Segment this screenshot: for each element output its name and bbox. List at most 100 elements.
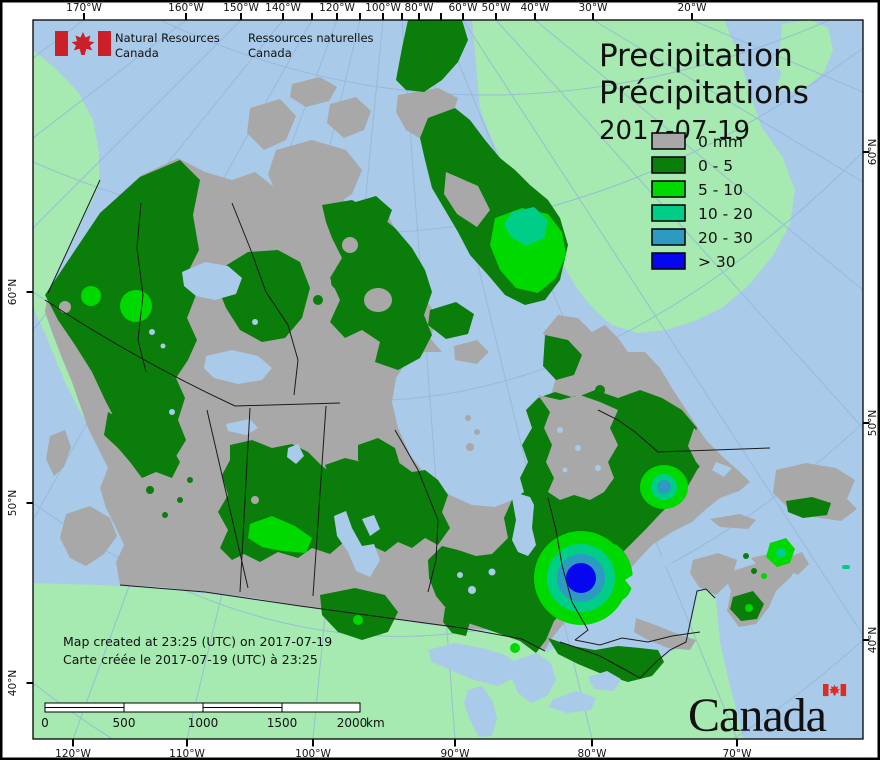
wordmark-flag-icon [823, 684, 847, 697]
canada-wordmark: Canada [688, 684, 847, 742]
axis-label-left: 60°N [7, 279, 19, 305]
st-lawrence-river [625, 530, 714, 590]
border-60n [44, 299, 341, 407]
scale-0: 0 [41, 716, 49, 730]
axis-label-top: 30°W [579, 2, 609, 14]
precip-heavy-layer [81, 207, 850, 653]
james-bay [512, 494, 536, 556]
footer-note: Map created at 23:25 (UTC) on 2017-07-19… [63, 634, 332, 667]
legend: 0 mm 0 - 5 5 - 10 10 - 20 20 - 30 > 30 [651, 132, 753, 271]
victoria-island [268, 140, 362, 214]
alaska-border [47, 179, 101, 294]
legend-label-gt30: > 30 [698, 253, 736, 271]
created-note-fr: Carte créée le 2017-07-19 (UTC) à 23:25 [63, 652, 318, 667]
axis-label-left: 50°N [7, 490, 19, 516]
st-lawrence-border [574, 631, 701, 646]
legend-swatch-gt30 [651, 252, 686, 270]
haida-gwaii [46, 430, 71, 476]
yukon-nwt-border [136, 202, 147, 373]
axis-label-bottom: 70°W [723, 748, 753, 760]
axis-label-bottom: 90°W [441, 748, 471, 760]
wordmark-text: Canada [688, 689, 827, 742]
axis-label-top: 150°W [223, 2, 259, 14]
axis-label-bottom: 110°W [169, 748, 205, 760]
axis-label-top: 120°W [319, 2, 355, 14]
legend-label-0mm: 0 mm [698, 133, 743, 151]
legend-row: 10 - 20 [651, 204, 753, 223]
header: Natural Resources Canada Ressources natu… [55, 31, 374, 60]
dept-name-en-1: Natural Resources [115, 31, 220, 45]
lake-superior [428, 643, 518, 686]
axis-label-left: 40°N [7, 670, 19, 696]
great-bear-lake [182, 262, 242, 300]
reindeer-lake [287, 444, 304, 464]
axis-label-top: 50°W [482, 2, 512, 14]
scale-1000: 1000 [188, 716, 219, 730]
scale-2000: 2000 [337, 716, 368, 730]
axis-label-bottom: 120°W [55, 748, 91, 760]
map-title-en: Precipitation [599, 38, 793, 74]
axis-label-top: 20°W [678, 2, 708, 14]
legend-row: 0 - 5 [651, 156, 733, 175]
legend-label-0-5: 0 - 5 [698, 157, 733, 175]
great-slave-lake [204, 350, 272, 384]
legend-label-10-20: 10 - 20 [698, 205, 753, 223]
axis-label-top: 40°W [521, 2, 551, 14]
axis-label-top: 140°W [265, 2, 301, 14]
lake-winnipeg [334, 511, 380, 577]
axis-label-top: 100°W [365, 2, 401, 14]
lake-huron [511, 653, 556, 703]
alaska-land [33, 50, 103, 428]
legend-label-5-10: 5 - 10 [698, 181, 743, 199]
lake-melville [712, 462, 732, 477]
banks-island [247, 99, 296, 150]
qc-nl-border [597, 409, 771, 453]
vancouver-island [60, 506, 117, 566]
greenland-land [472, 20, 795, 333]
melville-island [290, 77, 337, 107]
legend-row: > 30 [651, 252, 736, 271]
canada-flag-icon [55, 31, 111, 56]
legend-swatch-10-20 [651, 204, 686, 222]
on-qc-border [547, 497, 589, 641]
canada-us-border [119, 584, 716, 679]
sk-mb-border [312, 405, 327, 597]
axis-ticks: 170°W 160°W 150°W 140°W 120°W 100°W 80°W 60°W 50… [7, 2, 879, 760]
legend-label-20-30: 20 - 30 [698, 229, 753, 247]
lake-erie [549, 691, 596, 713]
lake-athabasca [226, 419, 258, 435]
axis-label-top: 60°W [449, 2, 479, 14]
dept-name-fr-1: Ressources naturelles [248, 31, 374, 45]
anticosti-island [710, 514, 756, 529]
borders-layer [44, 179, 771, 679]
dept-name-fr-2: Canada [248, 46, 292, 60]
axis-label-bottom: 80°W [578, 748, 608, 760]
axis-label-right: 60°N [867, 139, 879, 165]
legend-swatch-5-10 [651, 180, 686, 198]
axis-label-top: 160°W [168, 2, 204, 14]
scale-1500: 1500 [267, 716, 298, 730]
lake-michigan [464, 686, 497, 737]
nwt-nunavut-border [231, 202, 299, 396]
legend-swatch-20-30 [651, 228, 686, 246]
new-brunswick [690, 553, 737, 595]
axis-label-right: 50°N [867, 410, 879, 436]
coats-island [454, 340, 489, 364]
legend-row: 5 - 10 [651, 180, 743, 199]
axis-label-right: 40°N [867, 627, 879, 653]
map-title-fr: Précipitations [599, 75, 809, 111]
ab-sk-border [239, 407, 251, 593]
scale-unit: km [366, 716, 385, 730]
scale-500: 500 [113, 716, 136, 730]
mb-on-border [394, 429, 439, 593]
map-frame [32, 19, 864, 740]
legend-row: 20 - 30 [651, 228, 753, 247]
axis-label-bottom: 100°W [295, 748, 331, 760]
lakes-layer [149, 262, 732, 737]
axis-label-top: 170°W [66, 2, 102, 14]
legend-swatch-0-5 [651, 156, 686, 174]
prince-of-wales-island [327, 97, 371, 138]
iceland-land [774, 20, 833, 92]
